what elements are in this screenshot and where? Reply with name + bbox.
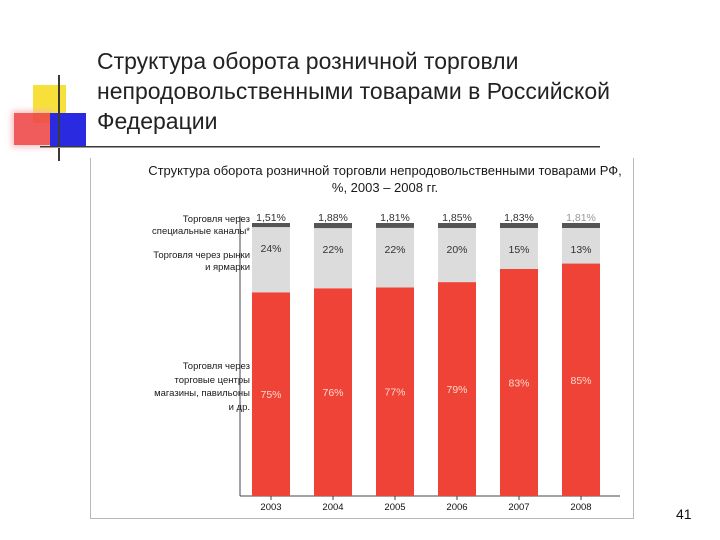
bar-segment-2007-s2	[500, 223, 538, 228]
data-label-special-2003: 1,51%	[256, 212, 286, 224]
data-label-centers-2007: 83%	[508, 378, 529, 390]
bar-segment-2007-s1	[500, 228, 538, 269]
x-tick-label-2006: 2006	[446, 502, 467, 513]
bar-segment-2003-s2	[252, 223, 290, 228]
bar-segment-2008-s1	[562, 228, 600, 264]
legend-label-trade-centers: Торговля через торговые центры магазины,…	[154, 361, 250, 413]
data-label-special-2005: 1,81%	[380, 212, 410, 224]
decor-horizontal-line	[40, 146, 600, 147]
decor-vertical-line	[58, 75, 60, 161]
decor-blue-block	[50, 113, 86, 147]
bar-segment-2007-s0	[500, 269, 538, 496]
bar-segment-2004-s0	[314, 288, 352, 496]
bar-segment-2004-s1	[314, 228, 352, 289]
bar-segment-2006-s0	[438, 282, 476, 496]
bar-segment-2005-s0	[376, 287, 414, 496]
decor-red-block	[14, 113, 50, 145]
data-label-special-2004: 1,88%	[318, 212, 348, 224]
data-label-special-2007: 1,83%	[504, 212, 534, 224]
x-tick-label-2003: 2003	[260, 502, 281, 513]
bar-segment-2008-s2	[562, 223, 600, 228]
data-label-markets-2008: 13%	[570, 244, 591, 256]
bar-segment-2004-s2	[314, 223, 352, 229]
bar-segment-2006-s1	[438, 228, 476, 283]
bar-segment-2003-s1	[252, 227, 290, 293]
data-label-centers-2006: 79%	[446, 384, 467, 396]
data-label-centers-2004: 76%	[322, 387, 343, 399]
data-label-centers-2003: 75%	[260, 389, 281, 401]
data-label-markets-2005: 22%	[384, 244, 405, 256]
x-tick-label-2008: 2008	[570, 502, 591, 513]
data-label-markets-2007: 15%	[508, 244, 529, 256]
data-label-special-2008: 1,81%	[566, 212, 596, 224]
data-label-special-2006: 1,85%	[442, 212, 472, 224]
legend-label-markets: Торговля через рынки и ярмарки	[153, 250, 250, 273]
data-label-markets-2003: 24%	[260, 243, 281, 255]
bar-segment-2006-s2	[438, 223, 476, 228]
chart-panel	[90, 158, 634, 519]
bar-segment-2005-s1	[376, 227, 414, 288]
bar-segment-2008-s0	[562, 263, 600, 496]
page-number: 41	[676, 506, 692, 522]
data-label-centers-2008: 85%	[570, 375, 591, 387]
bar-segment-2003-s0	[252, 292, 290, 496]
data-label-markets-2006: 20%	[446, 244, 467, 256]
x-tick-label-2004: 2004	[322, 502, 343, 513]
x-tick-label-2005: 2005	[384, 502, 405, 513]
legend-label-special-channels: Торговля через специальные каналы*	[152, 214, 250, 237]
x-tick-label-2007: 2007	[508, 502, 529, 513]
bar-segment-2005-s2	[376, 223, 414, 228]
decor-horizontal-line-shadow	[40, 147, 600, 148]
data-label-markets-2004: 22%	[322, 244, 343, 256]
chart-title: Структура оборота розничной торговли неп…	[148, 163, 622, 195]
slide-title: Структура оборота розничной торговли неп…	[97, 48, 610, 134]
data-label-centers-2005: 77%	[384, 387, 405, 399]
